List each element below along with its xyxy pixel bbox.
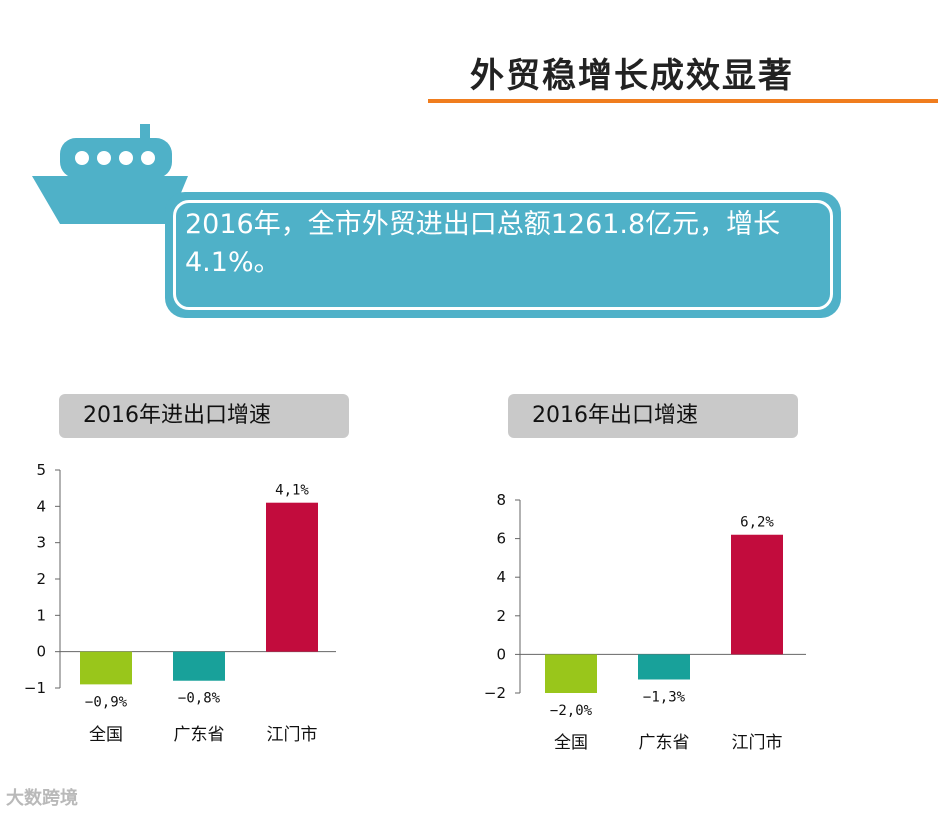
chart-title-export: 2016年出口增速: [508, 394, 798, 438]
y-tick-label: −2: [484, 684, 506, 702]
y-tick-label: 0: [36, 643, 46, 661]
y-tick-label: 0: [496, 645, 506, 663]
bar-3: [266, 502, 318, 652]
chart-title-import-export: 2016年进出口增速: [59, 394, 349, 438]
category-label: 江门市: [267, 725, 318, 745]
y-tick-label: 2: [36, 570, 46, 588]
category-label: 全国: [554, 733, 588, 753]
page-title: 外贸稳增长成效显著: [470, 56, 794, 96]
bar-3: [731, 534, 783, 655]
y-tick-label: 4: [36, 497, 46, 515]
category-label: 江门市: [732, 733, 783, 753]
title-underline: [428, 99, 938, 103]
watermark-text: 大数跨境: [6, 788, 78, 809]
y-tick-label: 2: [496, 607, 506, 625]
data-label: −1,3%: [643, 689, 686, 705]
category-label: 全国: [89, 725, 123, 745]
ship-icon: [32, 124, 188, 224]
data-label: −0,8%: [178, 691, 221, 707]
category-label: 广东省: [174, 725, 225, 745]
bar-2: [638, 654, 690, 680]
import-export-growth-chart: −1 0 1 2 3 4 5 −0,9% 全国 −0,8% 广东省 4,1% 江门市: [24, 461, 336, 745]
y-tick-label: 1: [36, 606, 46, 624]
bar-2: [173, 651, 225, 681]
y-tick-label: 3: [36, 534, 46, 552]
category-label: 广东省: [639, 733, 690, 753]
y-tick-label: 5: [36, 461, 46, 479]
y-tick-label: 8: [496, 491, 506, 509]
callout-border: [173, 200, 833, 310]
y-tick-label: 4: [496, 568, 506, 586]
callout-text: 2016年，全市外贸进出口总额1261.8亿元，增长4.1%。: [185, 209, 781, 278]
data-label: 6,2%: [740, 515, 774, 531]
export-growth-chart: −2 0 2 4 6 8 −2,0% 全国 −1,3% 广东省 6,2% 江门市: [484, 491, 806, 753]
y-tick-label: −1: [24, 679, 46, 697]
bar-1: [80, 651, 132, 685]
data-label: −2,0%: [550, 703, 593, 719]
data-label: −0,9%: [85, 694, 128, 710]
data-label: 4,1%: [275, 483, 309, 499]
y-tick-label: 6: [496, 530, 506, 548]
bar-1: [545, 654, 597, 693]
summary-callout: 2016年，全市外贸进出口总额1261.8亿元，增长4.1%。: [165, 192, 841, 318]
watermark-logo: 大数跨境: [6, 784, 78, 810]
